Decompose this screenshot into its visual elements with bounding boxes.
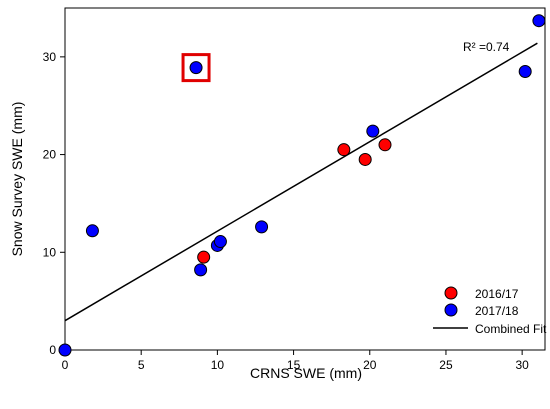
data-point-2017-18 — [532, 14, 546, 28]
legend-marker-2017-18 — [444, 303, 458, 317]
points-layer — [58, 14, 546, 357]
data-point-2016-17 — [378, 138, 392, 152]
x-tick-label: 5 — [138, 358, 145, 372]
plot-area — [64, 7, 546, 351]
x-tick-label: 30 — [515, 358, 529, 372]
fit-layer — [64, 42, 538, 322]
highlight-box — [181, 53, 211, 83]
data-point-2017-18 — [366, 124, 380, 138]
fit-line — [64, 42, 538, 322]
y-tick-label: 20 — [43, 148, 57, 162]
x-axis-title: CRNS SWE (mm) — [250, 365, 362, 381]
x-tick-label: 15 — [287, 358, 301, 372]
annotation-r-squared: R² =0.74 — [463, 40, 510, 54]
x-tick-label: 20 — [363, 358, 377, 372]
x-tick-label: 25 — [439, 358, 453, 372]
data-point-2017-18 — [213, 235, 227, 249]
data-point-2017-18 — [85, 224, 99, 238]
y-tick-label: 10 — [43, 245, 57, 259]
data-point-2017-18 — [58, 343, 72, 357]
data-point-2017-18 — [255, 220, 269, 234]
data-point-2017-18 — [194, 263, 208, 277]
x-tick-label: 0 — [62, 358, 69, 372]
data-point-2016-17 — [337, 143, 351, 157]
y-axis: 0 10 20 30 — [43, 50, 65, 357]
y-axis-title: Snow Survey SWE (mm) — [9, 102, 25, 257]
data-point-2017-18 — [518, 65, 532, 79]
y-tick-label: 0 — [49, 343, 56, 357]
legend-label-2017-18: 2017/18 — [475, 304, 519, 318]
plot-frame — [64, 7, 546, 351]
highlight-layer — [181, 53, 211, 83]
legend-label-2016-17: 2016/17 — [475, 287, 519, 301]
data-point-2017-18 — [189, 61, 203, 75]
x-axis: 0 5 10 15 20 25 30 — [62, 350, 529, 372]
data-point-2016-17 — [358, 152, 372, 166]
legend-label-combined-fit: Combined Fit — [475, 322, 547, 336]
y-tick-label: 30 — [43, 50, 57, 64]
legend-marker-2016-17 — [444, 286, 458, 300]
x-tick-label: 10 — [211, 358, 225, 372]
legend: 2016/17 2017/18 Combined Fit — [433, 286, 547, 336]
data-point-2016-17 — [197, 250, 211, 264]
